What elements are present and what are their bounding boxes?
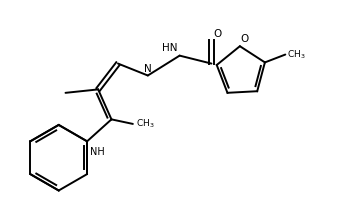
Text: N: N [144,64,152,73]
Text: O: O [241,34,249,44]
Text: HN: HN [162,43,177,53]
Text: NH: NH [90,147,105,157]
Text: CH$_3$: CH$_3$ [287,48,306,61]
Text: CH$_3$: CH$_3$ [136,118,154,130]
Text: O: O [214,29,222,39]
